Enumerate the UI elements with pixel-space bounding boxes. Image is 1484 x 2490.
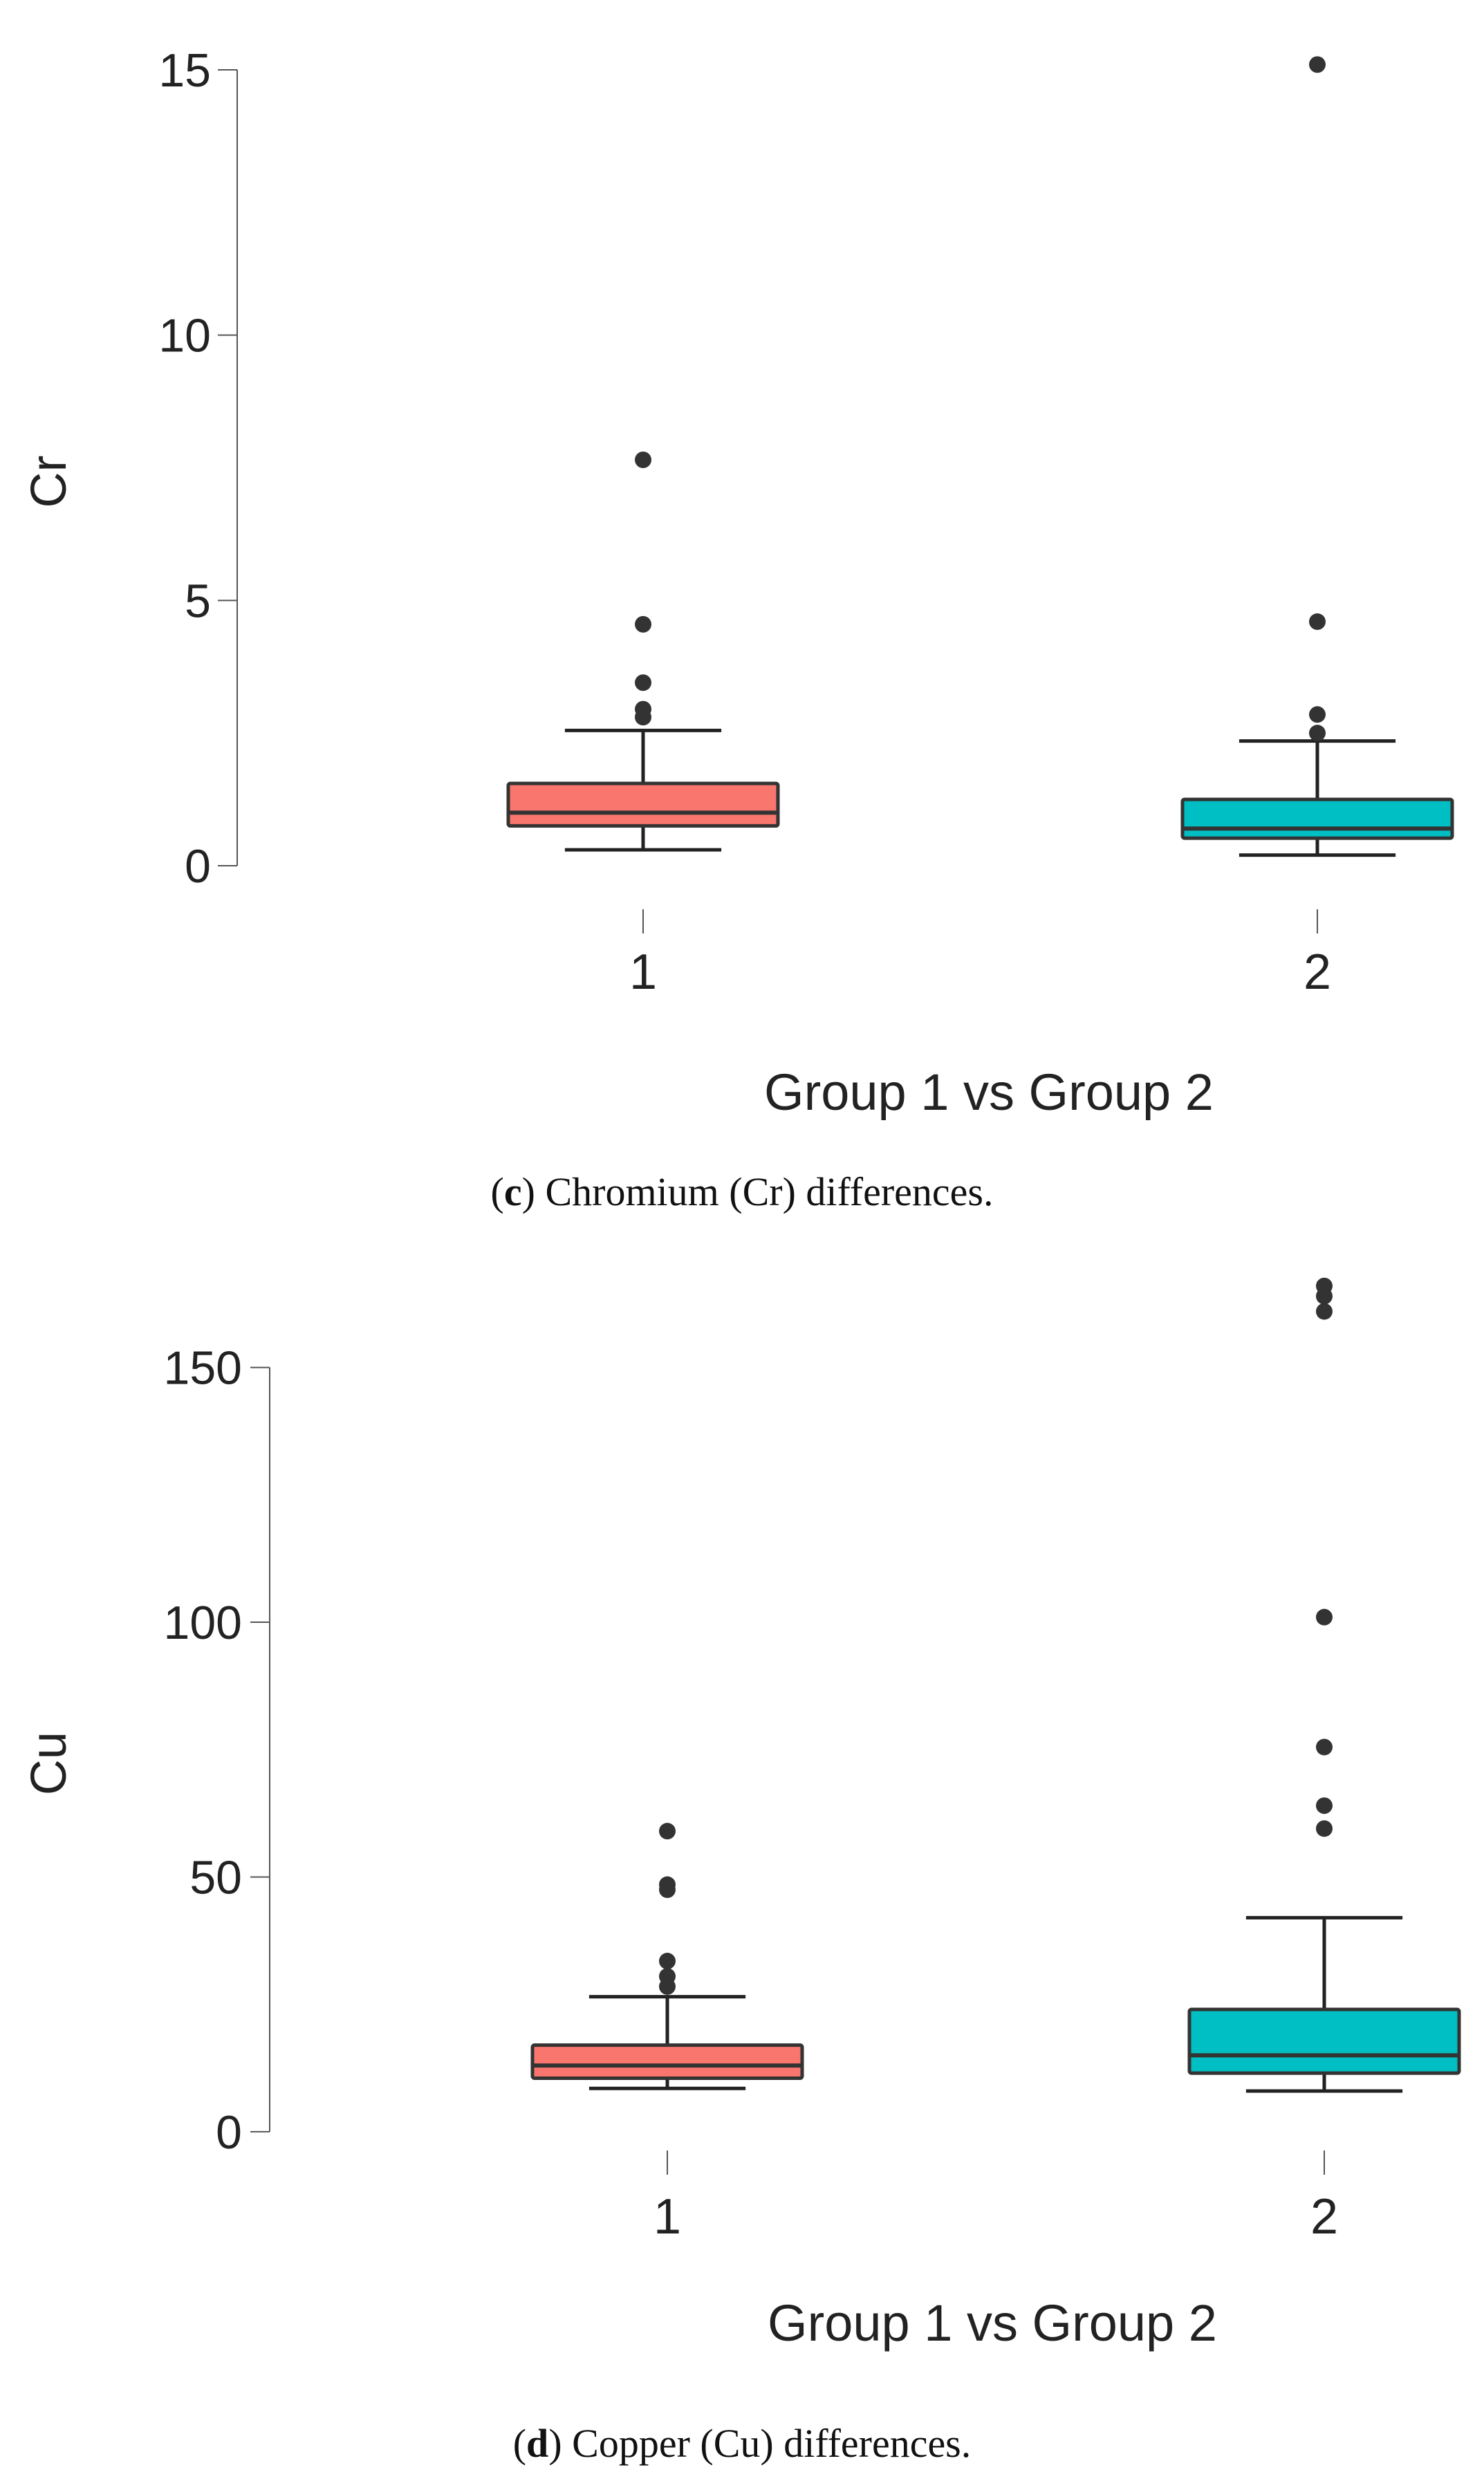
- outlier-point: [1309, 56, 1326, 73]
- box-2: [1180, 797, 1454, 840]
- x-axis-title: Group 1 vs Group 2: [768, 2294, 1217, 2352]
- x-tick-label: 2: [1304, 945, 1331, 1000]
- y-tick-label: 50: [189, 1851, 242, 1904]
- outlier-point: [1316, 1303, 1333, 1320]
- outlier-point: [1316, 1820, 1333, 1837]
- outlier-point: [1309, 725, 1326, 742]
- chart-cr-boxplot: 0 5 10 15 Cr 1 2 Group 1 vs Group 2: [21, 44, 1454, 1120]
- outlier-point: [659, 1876, 676, 1893]
- caption-c: (c) Chromium (Cr) differences.: [490, 1169, 994, 1214]
- outlier-point: [659, 1968, 676, 1985]
- y-tick-label: 10: [158, 310, 211, 362]
- box-1: [530, 2043, 804, 2081]
- x-tick-label: 2: [1310, 2189, 1338, 2245]
- panel-c: 0 5 10 15 Cr 1 2 Group 1 vs Group 2 (c) Chromiu…: [0, 0, 1484, 1214]
- outlier-point: [635, 615, 651, 633]
- outlier-point: [1309, 613, 1326, 631]
- caption-d-text: Copper (Cu) differences.: [572, 2421, 972, 2466]
- outlier-point: [659, 1953, 676, 1970]
- outlier-point: [1309, 706, 1326, 723]
- x-axis-title: Group 1 vs Group 2: [764, 1063, 1214, 1120]
- y-axis-title: Cr: [21, 456, 77, 508]
- y-tick-label: 15: [158, 44, 211, 97]
- outlier-point: [1316, 1797, 1333, 1814]
- caption-c-text: Chromium (Cr) differences.: [545, 1169, 994, 1214]
- caption-d: (d) Copper (Cu) differences.: [512, 2421, 972, 2466]
- outlier-point: [1316, 1608, 1333, 1626]
- box-2: [1187, 2007, 1461, 2075]
- box-1: [506, 781, 780, 828]
- y-tick-label: 5: [185, 575, 211, 627]
- x-tick-label: 1: [629, 945, 657, 1000]
- caption-d-letter: d: [526, 2421, 549, 2466]
- y-axis-title: Cu: [21, 1731, 77, 1795]
- y-tick-label: 0: [216, 2106, 242, 2159]
- outlier-point: [1316, 1738, 1333, 1756]
- y-tick-label: 150: [164, 1342, 242, 1395]
- outlier-point: [635, 674, 651, 691]
- outlier-point: [635, 452, 651, 468]
- y-tick-label: 0: [185, 840, 211, 893]
- outlier-point: [1316, 1277, 1333, 1294]
- caption-c-letter: c: [503, 1169, 522, 1214]
- outlier-point: [659, 1823, 676, 1840]
- x-tick-label: 1: [653, 2189, 681, 2245]
- y-tick-label: 100: [164, 1597, 242, 1649]
- outlier-point: [635, 700, 651, 718]
- panel-d: 0 50 100 150 Cu 1 2 Group 1 vs Group 2 (d) Copp…: [0, 1245, 1484, 2490]
- chart-cu-boxplot: 0 50 100 150 Cu 1 2 Group 1 vs Group 2: [21, 1277, 1461, 2352]
